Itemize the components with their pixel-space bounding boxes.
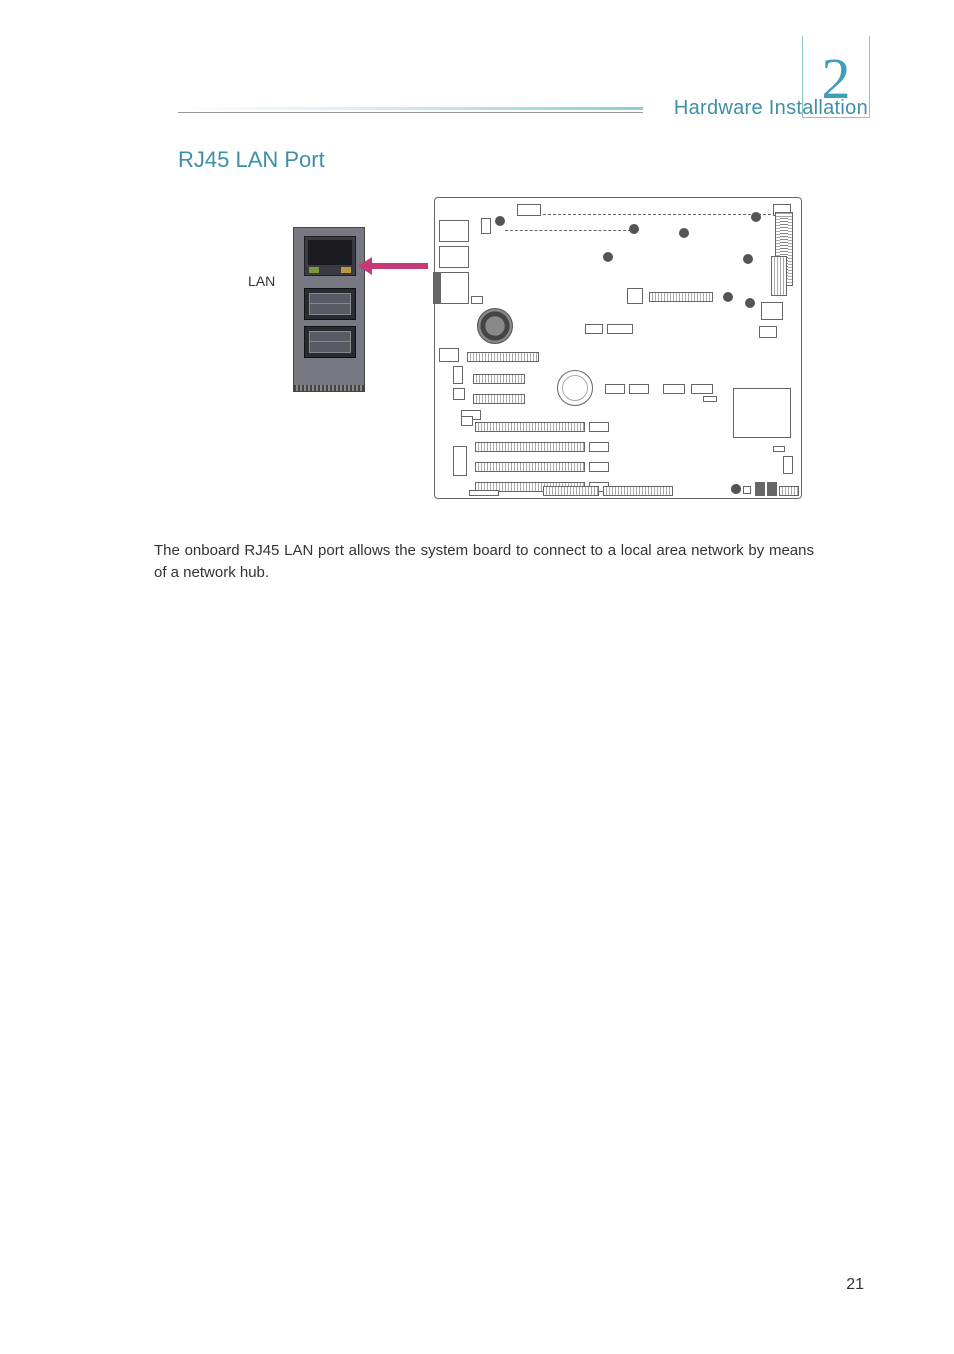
- board-dashed-line-1: [543, 214, 771, 215]
- io-port-stack-photo: [293, 227, 365, 392]
- board-cap-2: [453, 366, 463, 384]
- board-bottom-3: [603, 486, 673, 496]
- header-rule-line: [178, 112, 643, 113]
- figure-rj45-lan: LAN: [178, 185, 818, 510]
- board-side-header: [771, 256, 787, 296]
- board-chip-big: [733, 388, 791, 438]
- board-leftport: [439, 348, 459, 362]
- board-cpu-socket-icon: [477, 308, 513, 344]
- board-mount-hole: [495, 216, 505, 226]
- board-header-mid: [649, 292, 713, 302]
- board-sm-b: [607, 324, 633, 334]
- board-pwr-8pin: [759, 326, 777, 338]
- board-4pin: [627, 288, 643, 304]
- chapter-title: Hardware Installation: [674, 97, 868, 120]
- rj45-activity-led-icon: [309, 267, 319, 273]
- board-slot-1-tab: [589, 422, 609, 432]
- board-sm-a: [585, 324, 603, 334]
- board-mount-hole: [731, 484, 741, 494]
- page-number: 21: [846, 1276, 864, 1294]
- port-stack-edge: [294, 385, 364, 391]
- board-sm-i: [783, 456, 793, 474]
- board-bottom-6: [767, 482, 777, 496]
- board-mount-hole: [679, 228, 689, 238]
- body-paragraph: The onboard RJ45 LAN port allows the sys…: [154, 540, 814, 584]
- board-slot-2: [475, 442, 585, 452]
- board-dashed-line-2: [505, 230, 631, 231]
- board-cap-1: [481, 218, 491, 234]
- board-mount-hole: [629, 224, 639, 234]
- board-cap-3: [453, 388, 465, 400]
- board-io-3-tab: [433, 272, 441, 304]
- lan-label: LAN: [248, 273, 275, 289]
- board-mount-hole: [723, 292, 733, 302]
- board-mount-hole: [603, 252, 613, 262]
- rj45-port-icon: [304, 236, 356, 276]
- board-sm-g: [703, 396, 717, 402]
- board-mount-hole: [751, 212, 761, 222]
- board-bottom-4: [743, 486, 751, 494]
- board-sm-d: [629, 384, 649, 394]
- board-slot-3: [475, 462, 585, 472]
- board-battery-icon: [557, 370, 593, 406]
- board-header-row-2: [473, 394, 525, 404]
- board-bottom-1: [469, 490, 499, 496]
- usb-ports-bottom-icon: [304, 326, 356, 358]
- board-mount-hole: [745, 298, 755, 308]
- section-title: RJ45 LAN Port: [178, 147, 325, 173]
- pointer-arrow-icon: [372, 263, 428, 269]
- board-slot-2-tab: [589, 442, 609, 452]
- board-io-3: [439, 272, 469, 304]
- chapter-header-bar: Hardware Installation: [178, 100, 868, 120]
- board-sm-k: [461, 416, 473, 426]
- board-sm-f: [691, 384, 713, 394]
- board-header-row-1: [473, 374, 525, 384]
- board-io-1: [439, 220, 469, 242]
- rj45-link-led-icon: [341, 267, 351, 273]
- motherboard-outline: [434, 197, 802, 499]
- board-small-1: [471, 296, 483, 304]
- board-mount-hole: [743, 254, 753, 264]
- header-rule-gradient: [178, 107, 643, 110]
- board-sm-e: [663, 384, 685, 394]
- board-slot-1: [475, 422, 585, 432]
- board-leftblock: [453, 446, 467, 476]
- board-bottom-5: [755, 482, 765, 496]
- board-header-top1: [517, 204, 541, 216]
- board-io-2: [439, 246, 469, 268]
- board-sm-h: [773, 446, 785, 452]
- board-bottom-2: [543, 486, 599, 496]
- board-slot-small-1: [467, 352, 539, 362]
- board-bottom-7: [779, 486, 799, 496]
- board-slot-3-tab: [589, 462, 609, 472]
- usb-ports-top-icon: [304, 288, 356, 320]
- board-ide-style: [761, 302, 783, 320]
- board-sm-c: [605, 384, 625, 394]
